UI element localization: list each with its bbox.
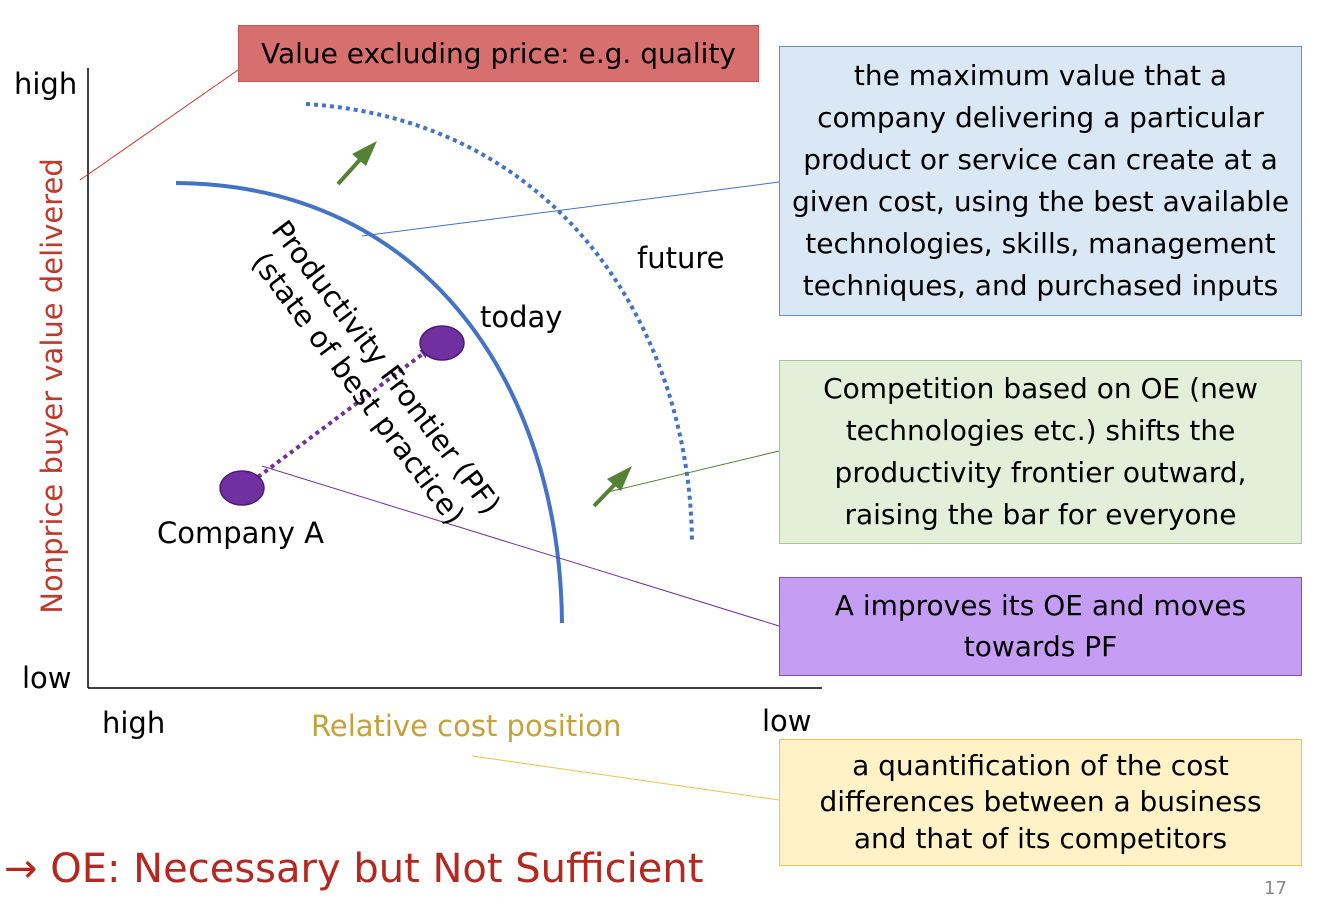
pf-def-line: techniques, and purchased inputs [802,269,1279,302]
pf-def-line: product or service can create at a [803,143,1278,176]
slide-number: 17 [1264,878,1287,899]
oe-shift-line: raising the bar for everyone [844,498,1237,531]
value-callout-connector [79,69,239,181]
oe-shift-line: Competition based on OE (new [823,372,1258,405]
pf-def-line: company delivering a particular [817,101,1264,134]
cost-def-line: differences between a business [819,785,1262,819]
x-axis-title: Relative cost position [311,709,622,743]
today-label: today [480,300,563,334]
conclusion-text: → OE: Necessary but Not Sufficient [4,846,704,892]
shift-arrow-bottom [592,466,632,508]
pf-definition-callout: the maximum value that a company deliver… [779,46,1302,316]
improve-callout-connector [261,465,780,627]
cost-callout-connector [471,755,780,801]
y-axis-low-label: low [22,661,72,695]
improve-line: towards PF [963,629,1118,663]
shift-arrow-top [336,141,377,186]
pf-def-line: the maximum value that a [853,59,1228,92]
cost-def-line: a quantification of the cost [852,748,1229,782]
pf-def-line: given cost, using the best available [791,185,1290,218]
oe-callout-connector [607,450,780,493]
y-axis-title: Nonprice buyer value delivered [35,158,69,614]
frontier-today-curve [175,181,564,624]
company-improves-callout: A improves its OE and moves towards PF [779,577,1302,676]
x-axis-low-label: low [762,704,812,738]
cost-position-definition-callout: a quantification of the cost differences… [779,739,1302,866]
cost-def-line: and that of its competitors [853,821,1228,855]
company-move-arrow [256,348,431,479]
future-label: future [637,241,725,275]
company-a-label: Company A [157,516,325,550]
improve-line: A improves its OE and moves [834,588,1247,622]
company-a-today-dot [419,325,465,361]
x-axis-high-label: high [102,706,166,740]
oe-shift-callout: Competition based on OE (new technologie… [779,360,1302,544]
oe-shift-line: technologies etc.) shifts the [845,414,1236,447]
pf-callout-connector [361,181,780,237]
value-callout-text: Value excluding price: e.g. quality [260,36,736,70]
oe-shift-line: productivity frontier outward, [834,456,1247,489]
pf-def-line: technologies, skills, management [805,227,1276,260]
value-excluding-price-callout: Value excluding price: e.g. quality [238,25,759,82]
company-a-dot [219,470,265,506]
y-axis-high-label: high [14,67,78,101]
